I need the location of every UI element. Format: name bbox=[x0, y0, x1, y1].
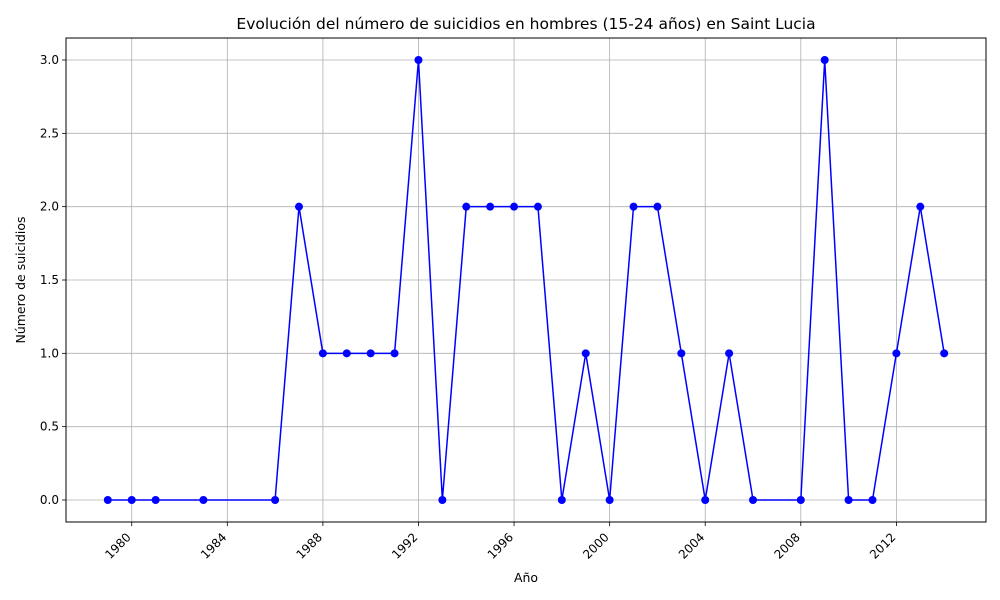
data-point bbox=[653, 202, 662, 211]
data-point bbox=[414, 56, 423, 64]
x-tick-label: 2012 bbox=[867, 530, 898, 561]
y-axis-label: Número de suicidios bbox=[13, 216, 28, 343]
data-point bbox=[366, 349, 375, 358]
data-point bbox=[557, 496, 566, 504]
series bbox=[103, 56, 949, 504]
data-point bbox=[677, 349, 686, 358]
data-point bbox=[438, 496, 447, 504]
x-tick-label: 1984 bbox=[198, 530, 229, 561]
data-point bbox=[342, 349, 351, 358]
data-point bbox=[892, 349, 901, 358]
x-tick-label: 1988 bbox=[294, 530, 325, 561]
data-point bbox=[151, 496, 160, 504]
data-point bbox=[581, 349, 590, 358]
y-tick-label: 0.5 bbox=[40, 420, 59, 434]
series-line bbox=[107, 59, 945, 501]
data-point bbox=[916, 202, 925, 211]
x-tick-label: 1996 bbox=[485, 530, 516, 561]
data-point bbox=[820, 56, 829, 64]
data-point bbox=[725, 349, 734, 358]
y-tick-label: 1.5 bbox=[40, 273, 59, 287]
data-point bbox=[271, 496, 280, 504]
data-point bbox=[701, 496, 710, 504]
data-point bbox=[749, 496, 758, 504]
x-axis-label: Año bbox=[514, 570, 538, 585]
x-tick-label: 2004 bbox=[676, 530, 707, 561]
grid bbox=[66, 38, 986, 522]
x-tick-label: 2008 bbox=[771, 530, 802, 561]
data-point bbox=[796, 496, 805, 504]
data-point bbox=[533, 202, 542, 211]
x-tick-label: 1992 bbox=[389, 530, 420, 561]
x-tick-label: 1980 bbox=[102, 530, 133, 561]
y-tick-label: 2.0 bbox=[40, 200, 59, 214]
data-point bbox=[462, 202, 471, 211]
y-tick-label: 3.0 bbox=[40, 53, 59, 67]
data-point bbox=[103, 496, 112, 504]
data-point bbox=[390, 349, 399, 358]
y-tick-label: 2.5 bbox=[40, 126, 59, 140]
data-point bbox=[629, 202, 638, 211]
y-tick-label: 1.0 bbox=[40, 346, 59, 360]
data-point bbox=[127, 496, 136, 504]
data-point bbox=[318, 349, 327, 358]
data-point bbox=[868, 496, 877, 504]
data-point bbox=[605, 496, 614, 504]
data-point bbox=[199, 496, 208, 504]
data-point bbox=[510, 202, 519, 211]
y-axis: 0.0 0.5 1.0 1.5 2.0 2.5 3.0 bbox=[40, 53, 66, 507]
data-point bbox=[940, 349, 949, 358]
x-tick-label: 2000 bbox=[580, 530, 611, 561]
data-point bbox=[294, 202, 303, 211]
y-tick-label: 0.0 bbox=[40, 493, 59, 507]
data-point bbox=[844, 496, 853, 504]
chart-title: Evolución del número de suicidios en hom… bbox=[236, 15, 815, 33]
x-axis: 1980 1984 1988 1992 1996 2000 2004 2008 2012 bbox=[102, 522, 899, 562]
data-point bbox=[486, 202, 495, 211]
